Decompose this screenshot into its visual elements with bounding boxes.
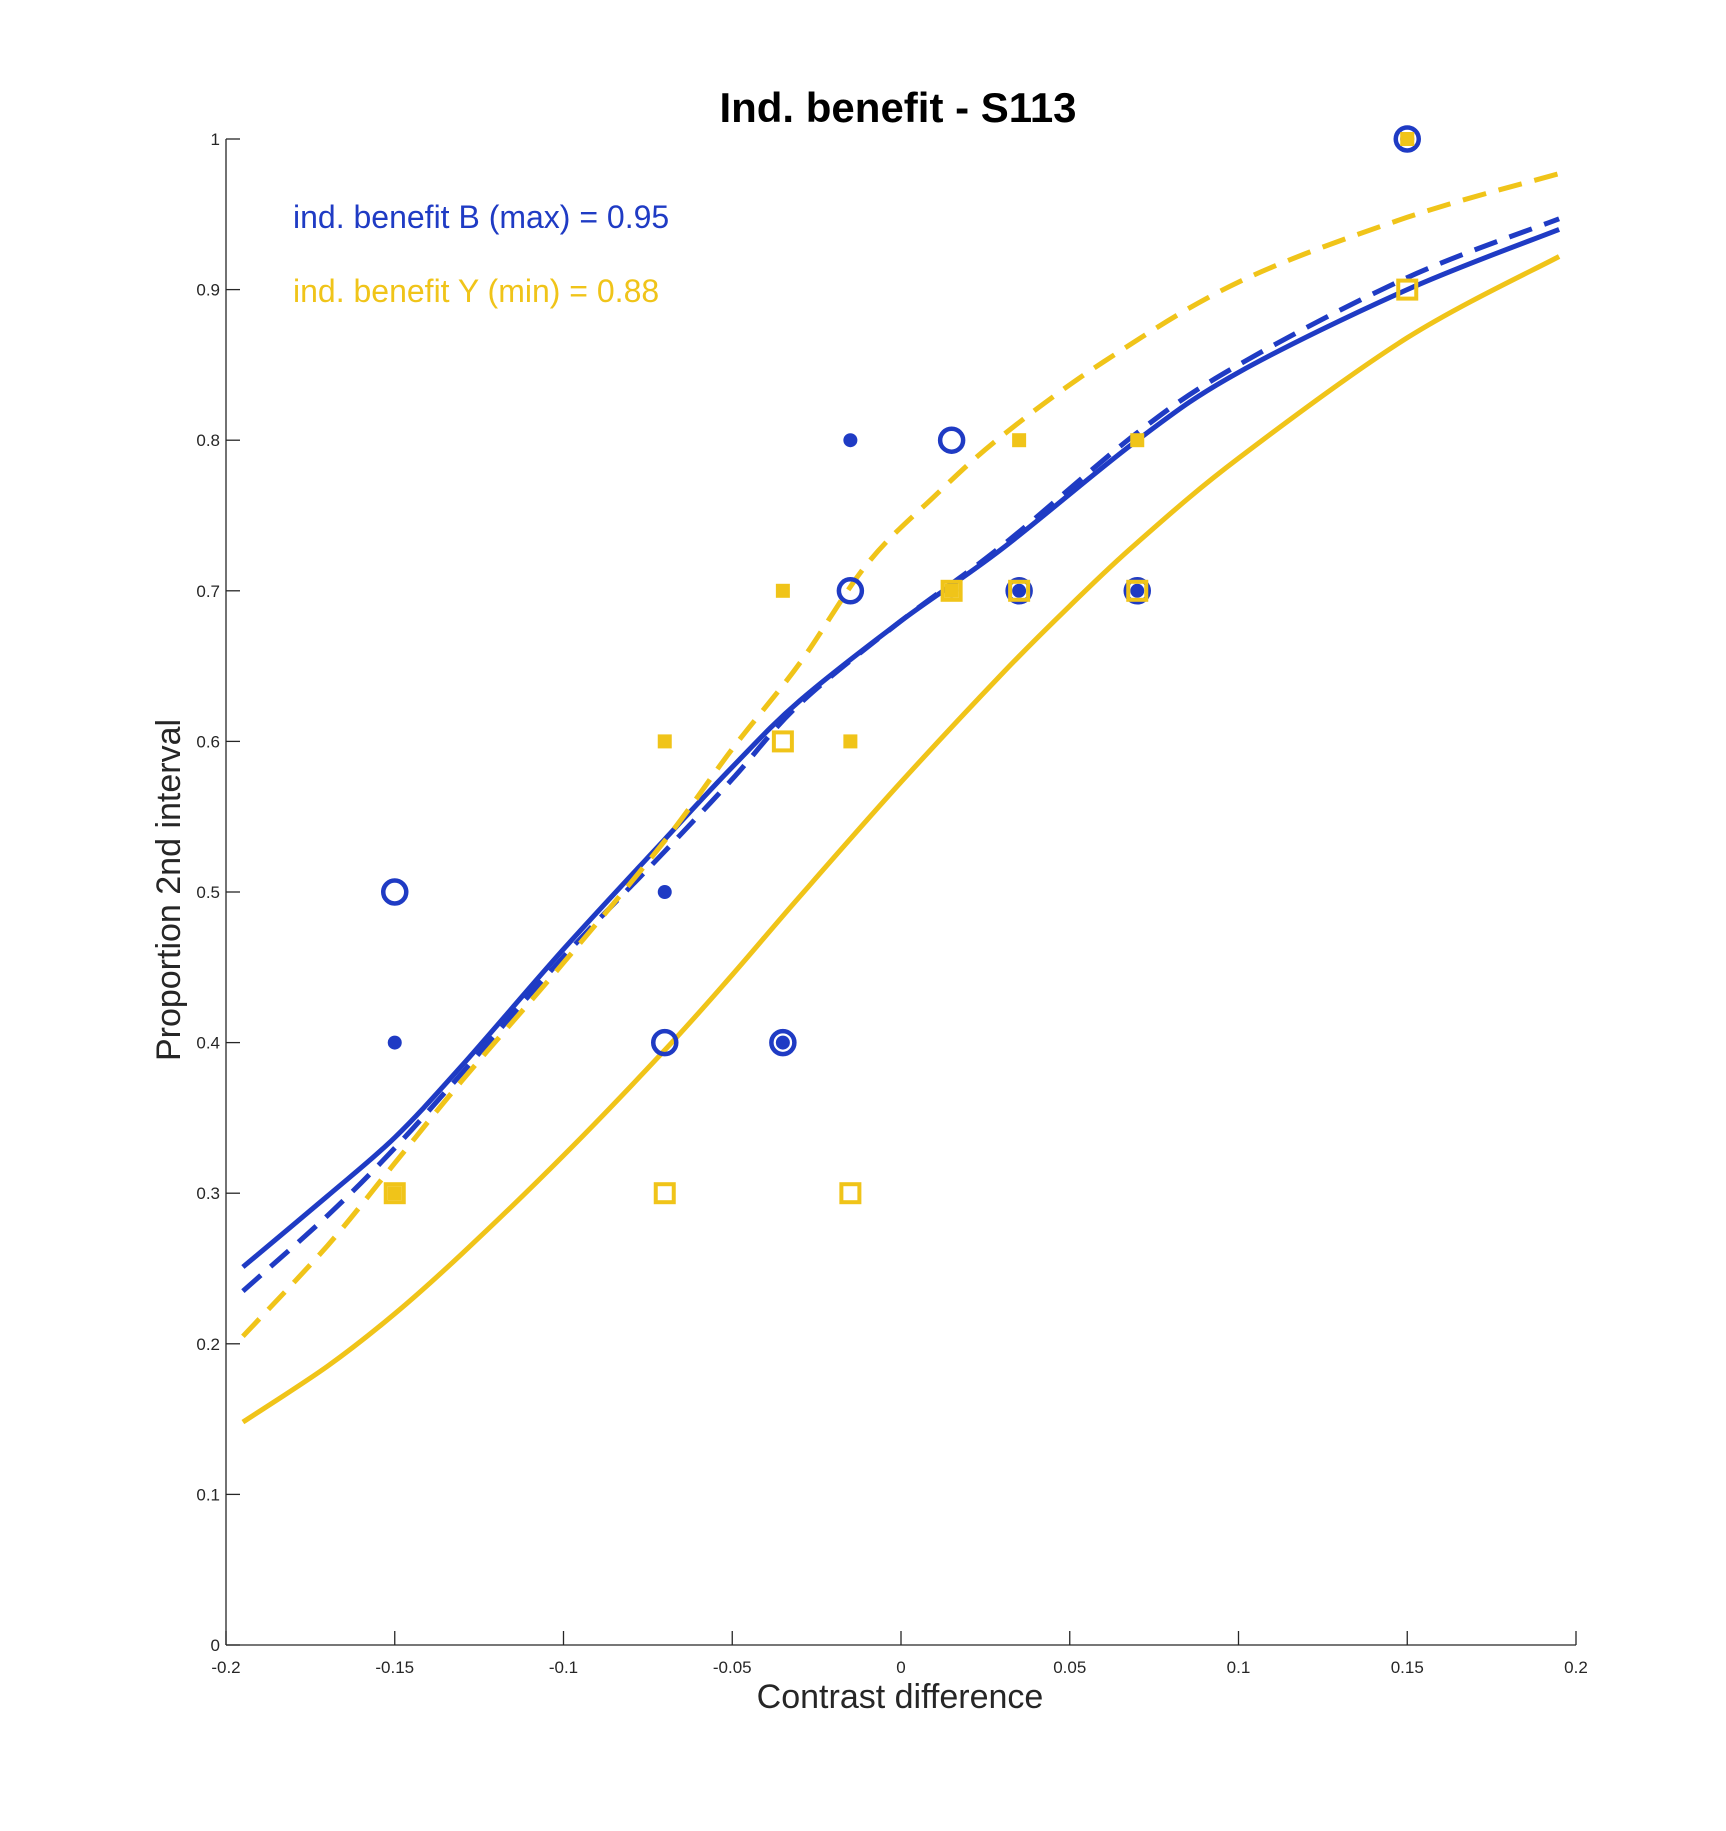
- marker-square-filled: [1400, 132, 1415, 146]
- y-tick-label: 0.7: [196, 582, 220, 601]
- chart-title: Ind. benefit - S113: [719, 84, 1076, 131]
- marker-square-filled: [387, 1186, 402, 1201]
- y-tick-label: 1: [211, 130, 220, 149]
- marker-square-open: [1396, 278, 1419, 301]
- y-tick-label: 0.4: [196, 1034, 220, 1053]
- x-tick-label: 0.05: [1053, 1658, 1086, 1677]
- marker-circle-open: [1123, 577, 1151, 605]
- marker-square-filled: [944, 583, 959, 598]
- marker-circle-open: [651, 1028, 679, 1057]
- x-tick-label: 0.15: [1391, 1658, 1424, 1677]
- data-markers: [381, 125, 1421, 1205]
- y-tick-label: 0.9: [196, 281, 220, 300]
- x-ticks: -0.2 -0.15 -0.1 -0.05 0 0.05 0.1 0.15 0.2: [211, 1631, 1588, 1677]
- marker-circle-filled: [775, 1035, 790, 1050]
- y-tick-label: 0.6: [196, 732, 220, 751]
- marker-circle-open: [937, 426, 966, 454]
- fit-curve-dashed: [241, 216, 1561, 1293]
- marker-square-filled: [657, 734, 672, 749]
- y-tick-label: 0.8: [196, 431, 220, 450]
- x-tick-label: 0: [896, 1658, 905, 1677]
- marker-square-open: [771, 730, 794, 753]
- marker-square-filled: [1130, 433, 1145, 448]
- marker-circle-filled: [657, 885, 672, 899]
- marker-square-open: [653, 1182, 676, 1205]
- marker-square-open: [940, 579, 963, 602]
- marker-circle-filled: [1012, 583, 1027, 598]
- fit-curve-solid: [241, 227, 1561, 1269]
- y-tick-label: 0.1: [196, 1485, 220, 1504]
- x-tick-label: -0.15: [375, 1658, 414, 1677]
- marker-square-open: [383, 1182, 406, 1205]
- marker-circle-open: [836, 577, 865, 605]
- annotation-blue: ind. benefit B (max) = 0.95: [293, 199, 669, 235]
- x-tick-label: 0.1: [1227, 1658, 1251, 1677]
- marker-circle-filled: [843, 433, 858, 448]
- marker-circle-open: [769, 1028, 797, 1057]
- fit-curves: [241, 171, 1561, 1425]
- x-tick-label: -0.2: [211, 1658, 240, 1677]
- x-tick-label: 0.2: [1564, 1658, 1588, 1677]
- fit-curve-solid: [241, 254, 1561, 1425]
- x-tick-label: -0.05: [713, 1658, 752, 1677]
- x-axis-label: Contrast difference: [757, 1678, 1044, 1716]
- fit-curve-dashed: [241, 171, 1560, 1338]
- y-axis-label: Proportion 2nd interval: [150, 719, 188, 1061]
- y-tick-label: 0.5: [196, 883, 220, 902]
- marker-square-open: [839, 1182, 862, 1205]
- marker-circle-open: [1393, 125, 1421, 153]
- y-tick-label: 0.2: [196, 1335, 220, 1354]
- y-tick-label: 0.3: [196, 1184, 220, 1203]
- marker-square-open: [1126, 579, 1149, 602]
- y-tick-label: 0: [211, 1636, 220, 1655]
- marker-square-filled: [843, 734, 858, 749]
- marker-square-filled: [775, 583, 790, 598]
- y-ticks: 0 0.1 0.2 0.3 0.4 0.5 0.6 0.7 0.8 0.9 1: [196, 130, 240, 1655]
- marker-circle-filled: [387, 1035, 402, 1050]
- marker-circle-filled: [1130, 583, 1145, 598]
- marker-circle-open: [1005, 577, 1033, 605]
- marker-square-open: [1008, 579, 1031, 602]
- annotation-yellow: ind. benefit Y (min) = 0.88: [293, 273, 659, 309]
- marker-square-filled: [1012, 433, 1027, 448]
- marker-circle-open: [381, 878, 409, 906]
- x-tick-label: -0.1: [549, 1658, 578, 1677]
